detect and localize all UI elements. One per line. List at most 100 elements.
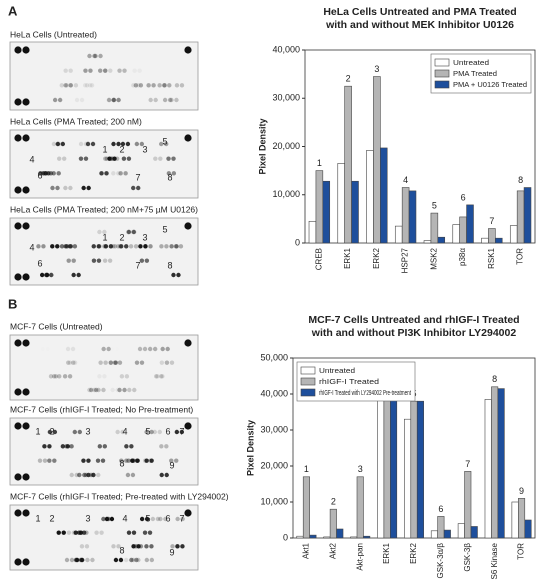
blot-spot [102, 229, 107, 235]
bar [495, 237, 503, 244]
chart-title: HeLa Cells Untreated and PMA Treated [323, 6, 516, 18]
bar [416, 400, 424, 539]
blot-spot [116, 141, 121, 147]
blot-spot [98, 360, 103, 365]
bar [351, 180, 359, 244]
blot-spot [99, 530, 104, 535]
blot-spot [131, 544, 136, 549]
bar [401, 187, 410, 244]
blot-spot [47, 458, 52, 463]
blot-number: 1 [35, 426, 40, 436]
blot-spot [106, 346, 111, 352]
blot-spot [134, 360, 140, 365]
bar [356, 476, 364, 539]
bar [464, 471, 472, 539]
blot-number: 2 [119, 144, 124, 154]
blot-spot [151, 83, 156, 88]
blot-spot [14, 98, 22, 106]
blot-spot [68, 68, 73, 73]
x-tick-label: p38α [458, 248, 467, 266]
blot-spot [70, 346, 76, 352]
blot-spot [160, 374, 165, 379]
blot-spot [81, 530, 87, 535]
bar [518, 498, 526, 539]
blot-spot [111, 97, 116, 103]
x-tick-label: ERK2 [409, 542, 418, 563]
blot-spot [66, 258, 71, 263]
blot-number: 4 [29, 242, 34, 252]
blot-spot [79, 97, 85, 103]
blot-spot [169, 244, 174, 249]
blot-spot [138, 83, 144, 88]
blot-spot [119, 458, 124, 463]
blot-spot [184, 422, 192, 430]
blot-spot [66, 360, 71, 365]
bar [491, 386, 499, 539]
blot-spot [106, 97, 111, 103]
blot-number: 5 [162, 136, 167, 146]
blot-spot [50, 244, 55, 249]
y-tick-label: 10,000 [260, 496, 288, 506]
blot-spot [83, 68, 88, 73]
blot-spot [79, 557, 85, 563]
y-axis-label: Pixel Density [257, 118, 267, 174]
bar [457, 523, 465, 539]
blot-spot [134, 458, 140, 463]
blot-number: 8 [119, 545, 124, 555]
blot-spot [71, 258, 77, 263]
blot-spot [144, 429, 149, 435]
group-label: 1 [317, 158, 322, 168]
blot-spot [159, 244, 164, 249]
blot-spot [129, 458, 135, 463]
blot-spot [107, 258, 113, 263]
blot-spot [56, 530, 61, 535]
blot-spot [97, 229, 102, 235]
blot-spot [166, 156, 171, 161]
blot-spot [164, 141, 169, 147]
blot-spot [66, 258, 72, 263]
blot-spot [131, 185, 136, 191]
blot-spot [91, 244, 96, 249]
blot-number: 8 [167, 172, 172, 182]
blot-spot [73, 83, 79, 88]
bar [390, 377, 398, 539]
blot-number: 2 [49, 513, 54, 523]
blot-spot [159, 141, 164, 147]
bar [481, 237, 489, 244]
blot-spot [108, 244, 114, 249]
blot-spot [152, 429, 157, 435]
blot-spot [117, 68, 122, 73]
blot-spot [155, 374, 160, 379]
blot-spot [174, 97, 179, 103]
bar [296, 535, 304, 539]
x-tick-label: TOR [517, 543, 526, 560]
blot-number: 8 [119, 458, 124, 468]
bar [322, 180, 331, 244]
bar [350, 536, 358, 539]
blot-spot [108, 360, 113, 365]
blot-spot [124, 458, 129, 463]
bar [459, 216, 467, 244]
blot-spot [84, 530, 89, 535]
group-label: 4 [403, 175, 408, 185]
y-tick-label: 0 [283, 532, 288, 542]
blot-spot [159, 360, 165, 365]
blot-spot [57, 156, 62, 161]
blot-spot [14, 509, 22, 517]
blot-spot [123, 171, 128, 176]
blot-spot [134, 557, 139, 563]
blot-spot [153, 374, 159, 379]
bar [452, 224, 460, 244]
blot-spot [116, 171, 121, 176]
y-tick-label: 40,000 [260, 388, 288, 398]
blot-spot [119, 374, 125, 379]
blot-spot [52, 97, 58, 103]
blot-number: 1 [102, 144, 107, 154]
blot-spot [113, 360, 119, 365]
blot-spot [41, 171, 46, 176]
blot-caption: HeLa Cells (PMA Treated; 200 nM) [10, 116, 142, 126]
legend-label: PMA + U0126 Treated [453, 80, 527, 89]
blot-spot [169, 97, 174, 103]
blot-spot [103, 68, 108, 73]
